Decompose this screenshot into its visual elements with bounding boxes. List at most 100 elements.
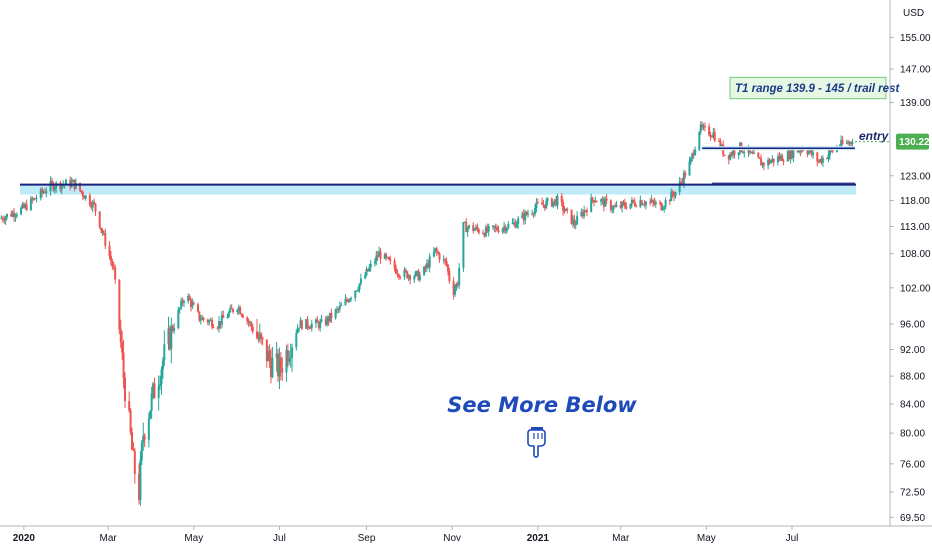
candle-body [593, 200, 595, 203]
candle-body [809, 149, 812, 152]
candle-body [345, 299, 348, 301]
candle-body [246, 317, 249, 321]
candle-body [644, 201, 647, 205]
candle-body [653, 202, 656, 205]
candle-body [230, 307, 233, 310]
candle-body [496, 227, 499, 231]
candle-body [395, 268, 397, 274]
candle-body [635, 205, 638, 207]
candle-body [317, 322, 320, 328]
candle-body [730, 153, 733, 156]
candle-body [444, 259, 447, 262]
candle-body [821, 158, 824, 163]
candle-body [840, 140, 843, 148]
candle-body [212, 327, 215, 329]
candle-body [668, 199, 671, 202]
candle-body [678, 181, 681, 193]
candle-body [25, 204, 28, 211]
candle-body [289, 357, 292, 359]
candle-body [819, 159, 822, 162]
y-axis[interactable]: USD 155.00 147.00 139.00 123.00 118.00 113.00… [889, 0, 931, 526]
candle-body [271, 357, 274, 378]
candle-body [615, 205, 618, 207]
entry-label: entry [859, 129, 890, 143]
candle-body [219, 321, 222, 325]
candle-body [121, 342, 124, 353]
candle-body [650, 200, 653, 203]
candle-body [226, 316, 229, 319]
see-more-cta[interactable]: See More Below [447, 393, 637, 458]
candle-body [517, 218, 520, 225]
target-box[interactable] [729, 76, 887, 100]
candle-body [491, 225, 494, 227]
candle-body [59, 182, 62, 190]
candle-body [733, 150, 736, 155]
candle-body [591, 197, 594, 201]
candle-body [6, 213, 9, 218]
candle-body [504, 226, 507, 232]
candle-body [560, 195, 563, 203]
candle-body [576, 215, 579, 225]
candle-body [673, 194, 676, 197]
candle-body [455, 283, 458, 289]
candle-body [562, 202, 565, 211]
candle-body [147, 418, 150, 440]
candle-body [541, 202, 544, 205]
candle-body [118, 279, 121, 330]
candle-body [827, 154, 830, 159]
candle-body [760, 158, 763, 166]
pointing-down-hand-icon [527, 427, 546, 458]
candle-body [524, 211, 527, 221]
candle-body [761, 162, 764, 166]
candle-body [437, 251, 440, 254]
candle-body [848, 142, 851, 144]
candle-body [142, 435, 145, 443]
x-tick-label: Jul [273, 533, 286, 544]
candle-body [806, 150, 809, 154]
candle-body [330, 312, 333, 318]
candle-body [767, 159, 770, 166]
candle-body [101, 229, 104, 234]
candle-body [393, 260, 396, 269]
candle-body [227, 312, 230, 317]
candle-body [399, 276, 402, 278]
y-tick-label: 123.00 [900, 171, 931, 182]
candle-body [525, 211, 528, 215]
candle-body [202, 317, 205, 320]
candle-body [442, 259, 445, 261]
candle-body [743, 152, 746, 154]
candle-body [4, 217, 7, 222]
candle-body [585, 210, 588, 213]
candle-body [258, 333, 261, 340]
candle-body [11, 212, 14, 217]
candle-body [680, 181, 683, 183]
see-more-text[interactable]: See More Below [447, 393, 637, 417]
candle-body [477, 229, 480, 233]
candle-body [229, 307, 232, 313]
candle-body [406, 271, 409, 279]
candle-body [83, 196, 86, 199]
candle-body [757, 152, 760, 158]
candle-body [849, 142, 852, 145]
candle-body [425, 263, 428, 269]
candle-body [845, 142, 848, 144]
candle-body [21, 203, 24, 208]
candle-body [654, 202, 657, 205]
candle-body [182, 301, 185, 303]
candle-body [674, 192, 677, 197]
candle-body [847, 142, 850, 144]
candle-body [639, 200, 642, 207]
candle-body [239, 307, 242, 314]
candle-body [812, 152, 815, 155]
candle-body [453, 288, 456, 295]
candle-body [462, 222, 465, 268]
candle-body [788, 151, 791, 159]
x-axis[interactable]: 2020 Mar May Jul Sep Nov 2021 Mar May Jul [0, 525, 932, 544]
candle-body [512, 222, 515, 224]
candle-body [320, 319, 323, 322]
candle-body [486, 227, 489, 232]
candle-body [799, 151, 802, 153]
candle-body [573, 219, 576, 226]
candle-body [605, 198, 608, 201]
